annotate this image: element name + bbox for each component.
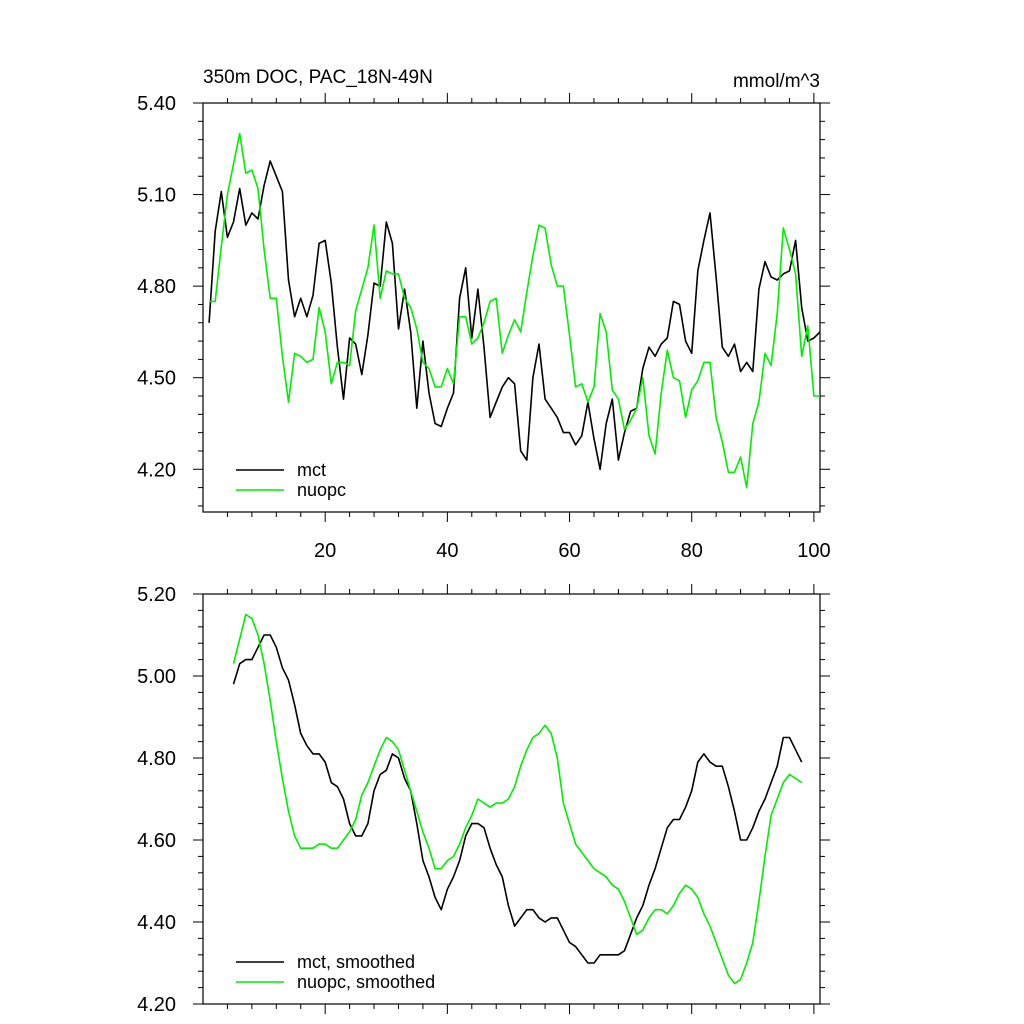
- x-tick-label: 20: [314, 540, 336, 562]
- x-tick-label: 40: [436, 540, 458, 562]
- top-panel-legend: mct nuopc: [236, 460, 346, 500]
- legend-label-nuopc: nuopc: [297, 480, 346, 500]
- y-tick-label: 4.40: [137, 912, 176, 934]
- legend-label-mct: mct: [297, 460, 326, 480]
- legend-label-nuopc-smoothed: nuopc, smoothed: [297, 972, 435, 992]
- y-tick-label: 4.20: [137, 994, 176, 1016]
- y-tick-label: 4.80: [137, 748, 176, 770]
- y-tick-label: 4.20: [137, 459, 176, 481]
- y-tick-label: 5.20: [137, 584, 176, 606]
- bottom-panel-frame: [202, 593, 821, 1005]
- bottom-panel-ticks: 4.20 4.40 4.60 4.80 5.00 5.20: [137, 584, 830, 1016]
- series-line-mct-smoothed: [232, 634, 803, 964]
- series-line-nuopc-smoothed: [232, 613, 803, 985]
- y-tick-label: 4.50: [137, 368, 176, 390]
- y-tick-label: 5.10: [137, 185, 176, 207]
- x-tick-label: 80: [681, 540, 703, 562]
- y-tick-label: 5.40: [137, 93, 176, 115]
- y-tick-label: 5.00: [137, 666, 176, 688]
- top-panel-ticks: 4.20 4.50 4.80 5.10 5.40 20 40 60 80 100: [137, 93, 831, 562]
- x-tick-label: 60: [558, 540, 580, 562]
- top-panel-series: [208, 132, 821, 489]
- series-line-mct: [208, 160, 821, 471]
- top-panel-frame: [202, 102, 821, 513]
- y-tick-label: 4.60: [137, 830, 176, 852]
- legend-label-mct-smoothed: mct, smoothed: [297, 952, 415, 972]
- bottom-panel-series: [232, 613, 803, 985]
- x-tick-label: 100: [797, 540, 830, 562]
- y-tick-label: 4.80: [137, 276, 176, 298]
- series-line-nuopc: [209, 132, 820, 489]
- units-label: mmol/m^3: [733, 71, 820, 92]
- bottom-panel-legend: mct, smoothed nuopc, smoothed: [236, 952, 435, 992]
- chart-title: 350m DOC, PAC_18N-49N: [203, 67, 433, 88]
